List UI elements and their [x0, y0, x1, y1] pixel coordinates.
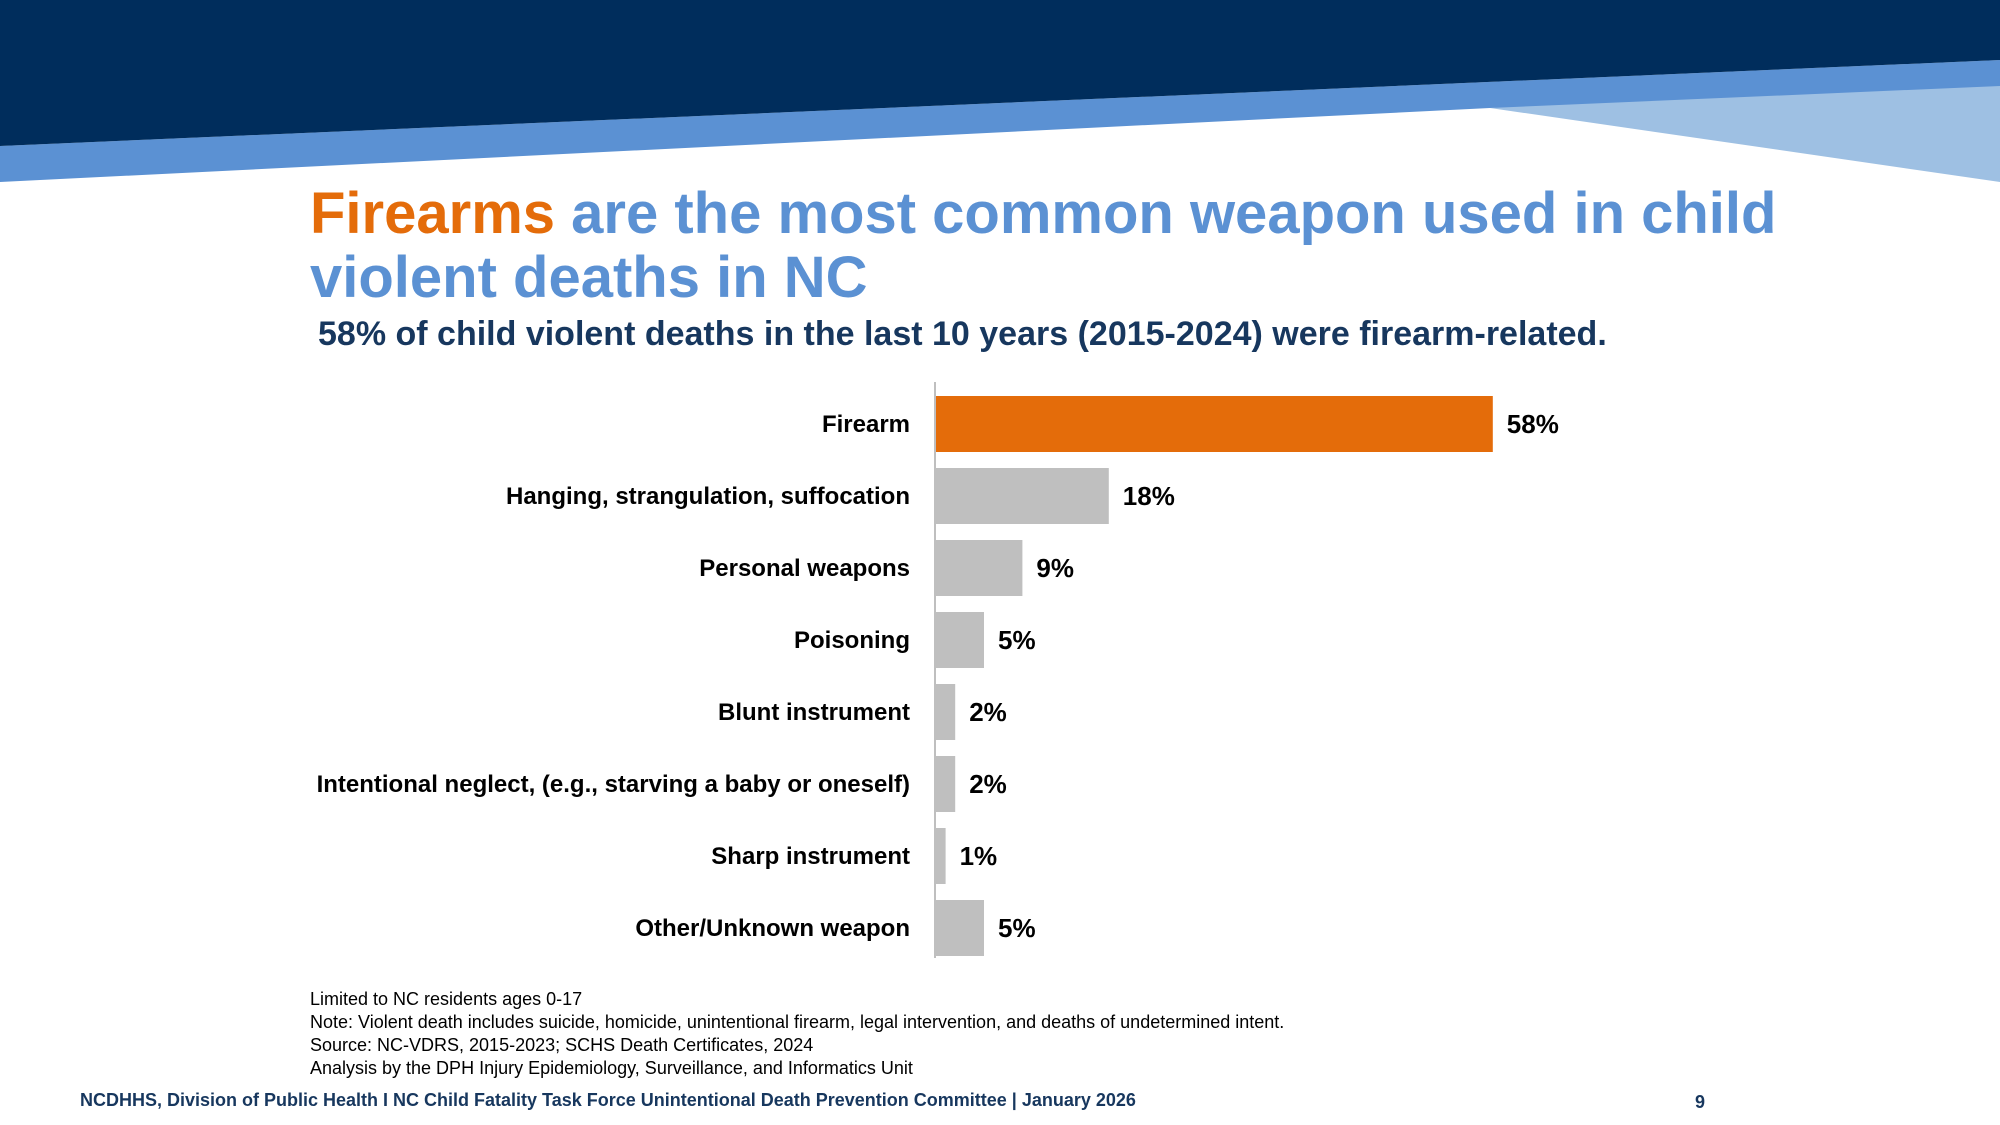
value-label: 5% [998, 913, 1036, 943]
note-line: Source: NC-VDRS, 2015-2023; SCHS Death C… [310, 1035, 814, 1055]
category-label: Poisoning [794, 627, 910, 654]
title-highlight: Firearms [310, 181, 556, 246]
footer-text: NCDHHS, Division of Public Health I NC C… [80, 1090, 1136, 1110]
bars-group: Firearm 58% Hanging, strangulation, suffoc… [317, 396, 1559, 956]
bar-7 [936, 828, 946, 884]
bar-6 [936, 756, 956, 812]
bar-8 [936, 900, 984, 956]
banner-navy-band [0, 0, 2000, 146]
value-label: 2% [969, 769, 1007, 799]
category-label: Hanging, strangulation, suffocation [506, 483, 910, 510]
category-label: Firearm [822, 411, 910, 438]
page-number: 9 [1694, 1092, 1705, 1112]
value-label: 1% [960, 841, 998, 871]
bar-chart: Firearm 58% Hanging, strangulation, suffoc… [317, 382, 1559, 958]
category-label: Sharp instrument [711, 843, 910, 870]
category-label: Other/Unknown weapon [635, 915, 910, 942]
value-label: 18% [1123, 481, 1175, 511]
bar-5 [936, 684, 956, 740]
title-rest: are the most common weapon used in child… [310, 181, 1777, 310]
value-label: 58% [1507, 409, 1559, 439]
note-line: Limited to NC residents ages 0-17 [310, 989, 583, 1009]
header-banner [0, 0, 2000, 182]
bar-3 [936, 540, 1023, 596]
slide-title: Firearms are the most common weapon used… [310, 182, 1810, 310]
banner-light-band [1490, 66, 2000, 182]
value-label: 9% [1036, 553, 1074, 583]
note-line: Note: Violent death includes suicide, ho… [310, 1012, 1285, 1032]
category-label: Blunt instrument [718, 699, 910, 726]
banner-mid-band [0, 60, 2000, 182]
category-label: Intentional neglect, (e.g., starving a b… [317, 771, 910, 798]
bar-1 [936, 396, 1493, 452]
chart-notes: Limited to NC residents ages 0-17 Note: … [310, 988, 1810, 1080]
bar-4 [936, 612, 984, 668]
value-label: 5% [998, 625, 1036, 655]
category-label: Personal weapons [699, 555, 910, 582]
bar-2 [936, 468, 1109, 524]
slide-subtitle: 58% of child violent deaths in the last … [318, 315, 1607, 353]
value-label: 2% [969, 697, 1007, 727]
note-line: Analysis by the DPH Injury Epidemiology,… [310, 1058, 913, 1078]
